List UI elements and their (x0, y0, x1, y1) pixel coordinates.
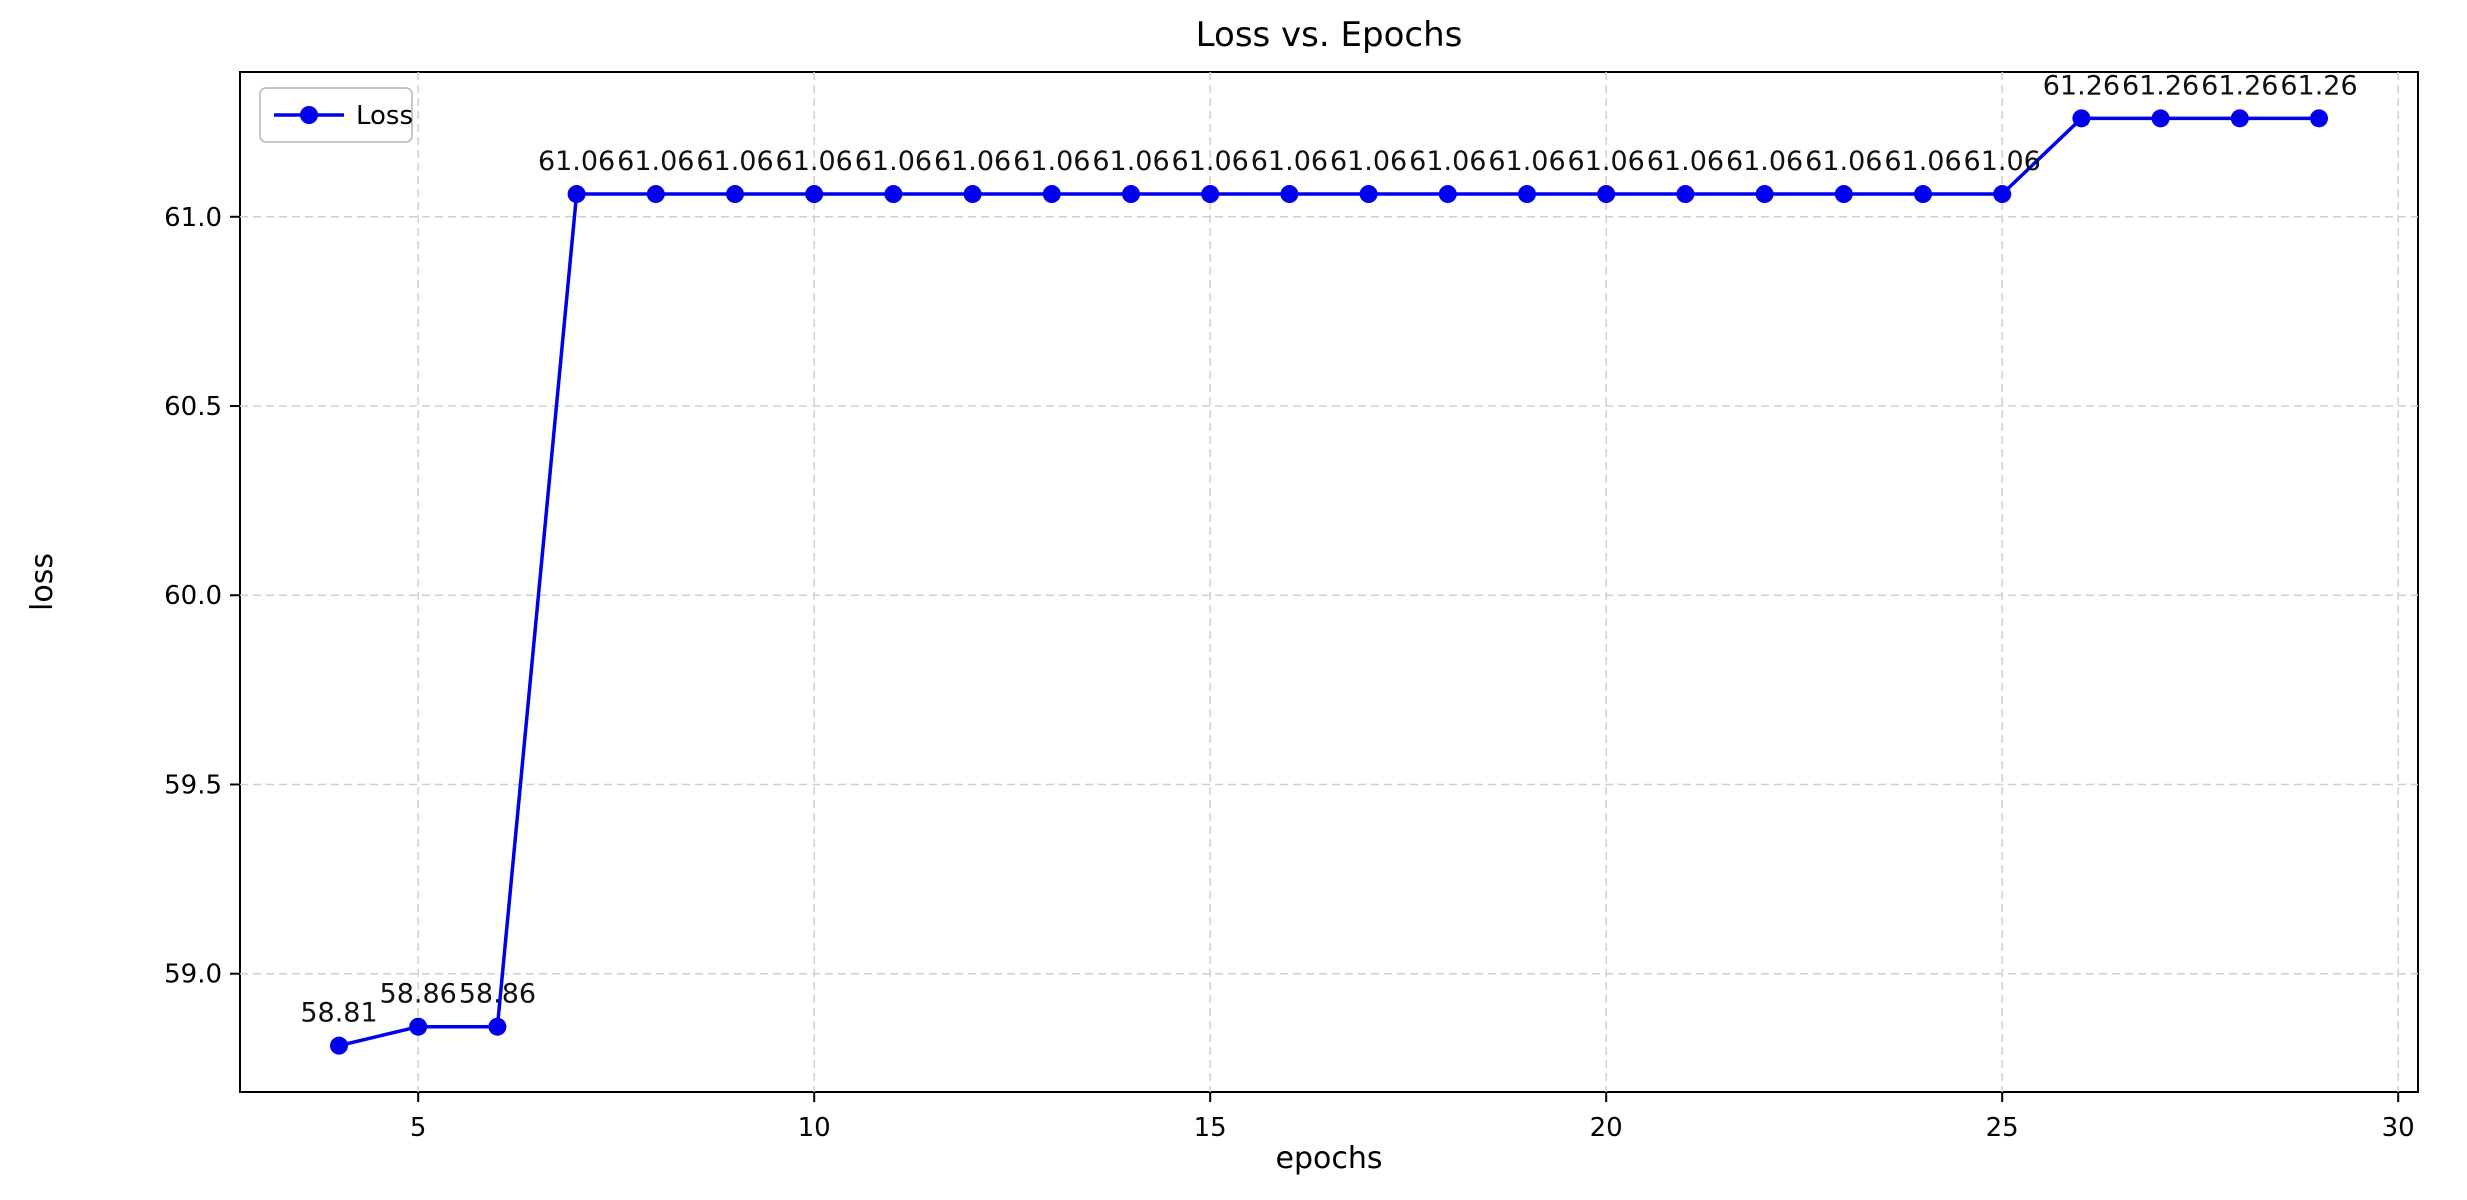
data-point-marker (1914, 185, 1932, 204)
point-label: 61.06 (855, 146, 932, 177)
point-label: 58.86 (459, 979, 536, 1010)
point-label: 61.06 (1488, 146, 1565, 177)
data-point-marker (1676, 185, 1695, 204)
data-point-marker (884, 185, 903, 204)
data-point-marker (1755, 185, 1774, 204)
point-label: 61.06 (776, 146, 853, 177)
legend: Loss (259, 87, 413, 143)
x-tick-label: 30 (2382, 1113, 2415, 1143)
point-label: 61.06 (1884, 146, 1961, 177)
point-label: 61.06 (538, 146, 615, 177)
data-point-marker (567, 185, 586, 204)
legend-label: Loss (356, 101, 413, 131)
y-tick-label: 59.0 (164, 960, 222, 990)
plot-frame (239, 71, 2419, 1093)
point-label: 61.26 (2201, 70, 2278, 101)
data-point-marker (805, 185, 824, 204)
data-point-marker (2310, 109, 2328, 128)
point-label: 58.81 (300, 998, 377, 1029)
y-tick-label: 60.0 (164, 581, 222, 611)
x-tick-label: 15 (1194, 1113, 1227, 1143)
y-tick-label: 59.5 (164, 770, 222, 800)
data-point-marker (1518, 185, 1536, 204)
plot-layer: 5 10 15 20 25 3059.059.560.060.561.058.8158.8… (164, 70, 2418, 1143)
point-label: 61.06 (1330, 146, 1407, 177)
point-label: 61.06 (1013, 146, 1090, 177)
point-label: 61.06 (1092, 146, 1169, 177)
data-point-marker (1438, 185, 1457, 204)
data-point-marker (2072, 109, 2091, 128)
point-label: 61.06 (1964, 146, 2041, 177)
point-label: 61.06 (1568, 146, 1645, 177)
data-point-marker (1834, 185, 1853, 204)
point-label: 61.06 (1647, 146, 1724, 177)
point-label: 61.06 (1172, 146, 1249, 177)
data-point-marker (1359, 185, 1378, 204)
point-label: 61.06 (696, 146, 773, 177)
data-point-marker (2230, 109, 2249, 128)
point-label: 61.26 (2122, 70, 2199, 101)
x-tick-label: 10 (798, 1113, 831, 1143)
data-point-marker (1993, 185, 2012, 204)
data-point-marker (1042, 185, 1061, 204)
data-point-marker (1122, 185, 1140, 204)
legend-marker-icon (300, 106, 318, 124)
point-label: 58.86 (380, 979, 457, 1010)
data-point-marker (330, 1036, 348, 1055)
data-point-marker (1597, 185, 1616, 204)
point-label: 61.06 (1726, 146, 1803, 177)
x-tick-label: 20 (1590, 1113, 1623, 1143)
y-tick-label: 60.5 (164, 392, 222, 422)
x-axis-label: epochs (1276, 1141, 1383, 1176)
y-axis-label: loss (25, 553, 60, 611)
point-label: 61.06 (1805, 146, 1882, 177)
point-label: 61.06 (617, 146, 694, 177)
point-label: 61.06 (1409, 146, 1486, 177)
chart-title: Loss vs. Epochs (1196, 15, 1463, 55)
point-label: 61.06 (934, 146, 1011, 177)
data-point-marker (488, 1017, 507, 1036)
data-point-marker (646, 185, 665, 204)
x-tick-label: 25 (1986, 1113, 2019, 1143)
y-tick-label: 61.0 (164, 203, 222, 233)
point-label: 61.06 (1251, 146, 1328, 177)
loss-line (338, 116, 2319, 1048)
data-point-marker (726, 185, 744, 204)
data-point-marker (1280, 185, 1299, 204)
x-tick-label: 5 (410, 1113, 427, 1143)
data-point-marker (2151, 109, 2170, 128)
data-point-marker (409, 1017, 428, 1036)
data-point-marker (963, 185, 982, 204)
data-point-marker (1201, 185, 1220, 204)
point-label: 61.26 (2280, 70, 2357, 101)
point-label: 61.26 (2043, 70, 2120, 101)
